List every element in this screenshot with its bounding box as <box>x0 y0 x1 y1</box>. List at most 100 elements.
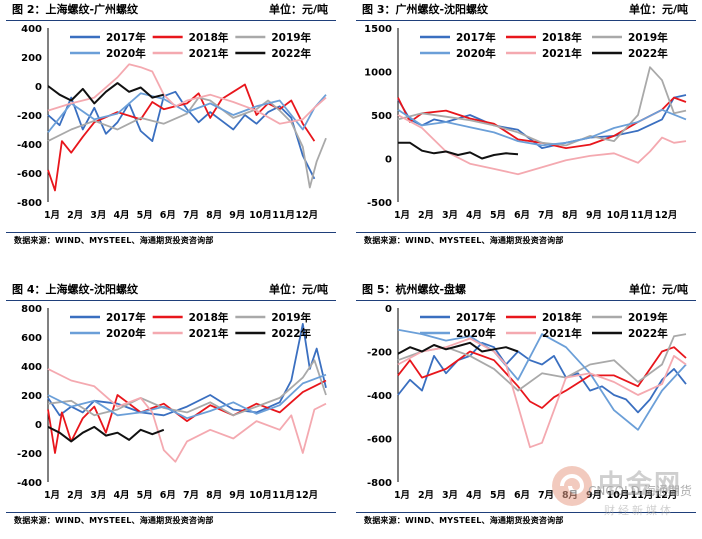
y-tick-label: -600 <box>367 435 392 446</box>
y-tick-label: -800 <box>17 198 42 209</box>
y-tick-label: 1000 <box>364 68 392 79</box>
legend-label-2017: 2017年 <box>456 31 496 44</box>
x-tick-label: 2月 <box>418 490 434 501</box>
series-line-2022 <box>47 82 165 105</box>
x-tick-label: 11月 <box>272 490 295 501</box>
series-line-2018 <box>47 379 327 454</box>
series-line-2018 <box>47 83 316 192</box>
series-line-2020 <box>47 373 327 420</box>
chart-panel-shanghai-shenyang: 图 4：上海螺纹-沈阳螺纹 单位：元/吨 800 600 400 200 0 -200 -4… <box>6 280 336 538</box>
y-tick-label: -200 <box>17 449 42 460</box>
series-line-2021 <box>397 114 687 176</box>
series-line-2020 <box>47 92 327 133</box>
x-tick-label: 9月 <box>586 210 602 221</box>
y-tick-label: -600 <box>17 169 42 180</box>
y-tick-label: -500 <box>367 198 392 209</box>
watermark-emblem-icon <box>552 466 592 506</box>
y-tick-label: 800 <box>21 304 42 315</box>
watermark-subtitle: 财经新媒体 <box>604 504 674 517</box>
legend-label-2018: 2018年 <box>542 311 582 324</box>
x-tick-label: 10月 <box>607 490 630 501</box>
y-tick-label: 200 <box>21 53 42 64</box>
legend-label-2019: 2019年 <box>628 31 668 44</box>
x-tick-label: 4月 <box>466 210 482 221</box>
x-tick-label: 7月 <box>538 490 554 501</box>
source-note: 数据来源：WIND、MYSTEEL、海通期货投资咨询部 <box>356 232 696 249</box>
x-tick-label: 5月 <box>137 490 153 501</box>
x-tick-label: 12月 <box>295 490 318 501</box>
y-tick-label: -800 <box>367 478 392 489</box>
unit-label: 单位：元/吨 <box>268 283 328 296</box>
x-tick-label: 12月 <box>295 210 318 221</box>
legend-label-2021: 2021年 <box>189 47 229 60</box>
y-tick-label: -400 <box>367 391 392 402</box>
chart-title: 图 5：杭州螺纹-盘螺 <box>362 283 467 296</box>
y-tick-label: 0 <box>385 155 392 166</box>
x-tick-label: 10月 <box>249 210 272 221</box>
x-tick-label: 3月 <box>442 490 458 501</box>
chart-title: 图 2：上海螺纹-广州螺纹 <box>12 3 139 16</box>
source-note: 数据来源：WIND、MYSTEEL、海通期货投资咨询部 <box>356 512 696 529</box>
x-tick-label: 8月 <box>206 210 222 221</box>
x-tick-label: 1月 <box>44 210 60 221</box>
y-tick-label: 200 <box>21 391 42 402</box>
series-line-2019 <box>47 96 327 189</box>
x-tick-label: 7月 <box>538 210 554 221</box>
x-tick-label: 9月 <box>229 490 245 501</box>
legend-label-2018: 2018年 <box>189 31 229 44</box>
series-line-2017 <box>397 94 687 149</box>
x-tick-label: 2月 <box>418 210 434 221</box>
x-tick-label: 5月 <box>490 490 506 501</box>
series-line-2020 <box>397 328 687 431</box>
x-tick-label: 7月 <box>183 490 199 501</box>
chart-panel-hangzhou-coil: 图 5：杭州螺纹-盘螺 单位：元/吨 0 -200 -400 -600 -800 1月 2月… <box>356 280 696 538</box>
legend-label-2019: 2019年 <box>271 31 311 44</box>
legend-label-2022: 2022年 <box>271 47 311 60</box>
x-tick-label: 6月 <box>160 210 176 221</box>
legend-label-2017: 2017年 <box>106 311 146 324</box>
x-tick-label: 1月 <box>394 210 410 221</box>
y-tick-label: -400 <box>17 140 42 151</box>
legend-label-2020: 2020年 <box>106 327 146 340</box>
y-tick-label: 400 <box>21 24 42 35</box>
legend-label-2020: 2020年 <box>106 47 146 60</box>
legend-label-2018: 2018年 <box>542 31 582 44</box>
legend-label-2017: 2017年 <box>106 31 146 44</box>
series-line-2018 <box>397 346 687 409</box>
y-tick-label: -200 <box>17 111 42 122</box>
series-line-2021 <box>397 337 687 449</box>
series-line-2022 <box>398 141 519 160</box>
legend-label-2018: 2018年 <box>189 311 229 324</box>
chart-title: 图 4：上海螺纹-沈阳螺纹 <box>12 283 139 296</box>
chart-panel-guangzhou-shenyang: 图 3：广州螺纹-沈阳螺纹 单位：元/吨 1500 1000 500 0 -500 1月 2… <box>356 0 696 258</box>
x-tick-label: 3月 <box>442 210 458 221</box>
series-line-2022 <box>47 425 165 443</box>
unit-label: 单位：元/吨 <box>628 283 688 296</box>
legend-label-2021: 2021年 <box>189 327 229 340</box>
unit-label: 单位：元/吨 <box>628 3 688 16</box>
series-line-2019 <box>397 66 687 147</box>
x-tick-label: 6月 <box>514 210 530 221</box>
series-line-2017 <box>47 323 327 417</box>
panel-header: 图 4：上海螺纹-沈阳螺纹 单位：元/吨 <box>6 280 336 301</box>
x-tick-label: 1月 <box>394 490 410 501</box>
x-tick-label: 2月 <box>67 210 83 221</box>
chart-title: 图 3：广州螺纹-沈阳螺纹 <box>362 3 489 16</box>
x-tick-label: 2月 <box>67 490 83 501</box>
x-tick-label: 12月 <box>655 490 678 501</box>
y-tick-label: 0 <box>35 82 42 93</box>
legend-label-2022: 2022年 <box>628 47 668 60</box>
panel-header: 图 3：广州螺纹-沈阳螺纹 单位：元/吨 <box>356 0 696 21</box>
x-tick-label: 4月 <box>113 490 129 501</box>
x-tick-label: 4月 <box>113 210 129 221</box>
y-tick-label: -200 <box>367 348 392 359</box>
series-line-2017 <box>397 341 687 414</box>
y-tick-label: 1500 <box>364 24 392 35</box>
x-tick-label: 5月 <box>137 210 153 221</box>
y-tick-label: 600 <box>21 333 42 344</box>
x-tick-label: 10月 <box>249 490 272 501</box>
unit-label: 单位：元/吨 <box>268 3 328 16</box>
watermark-logo: 中金网 CNGOLD 海通期货 财经新媒体 <box>548 462 698 534</box>
legend-label-2022: 2022年 <box>628 327 668 340</box>
x-tick-label: 6月 <box>160 490 176 501</box>
